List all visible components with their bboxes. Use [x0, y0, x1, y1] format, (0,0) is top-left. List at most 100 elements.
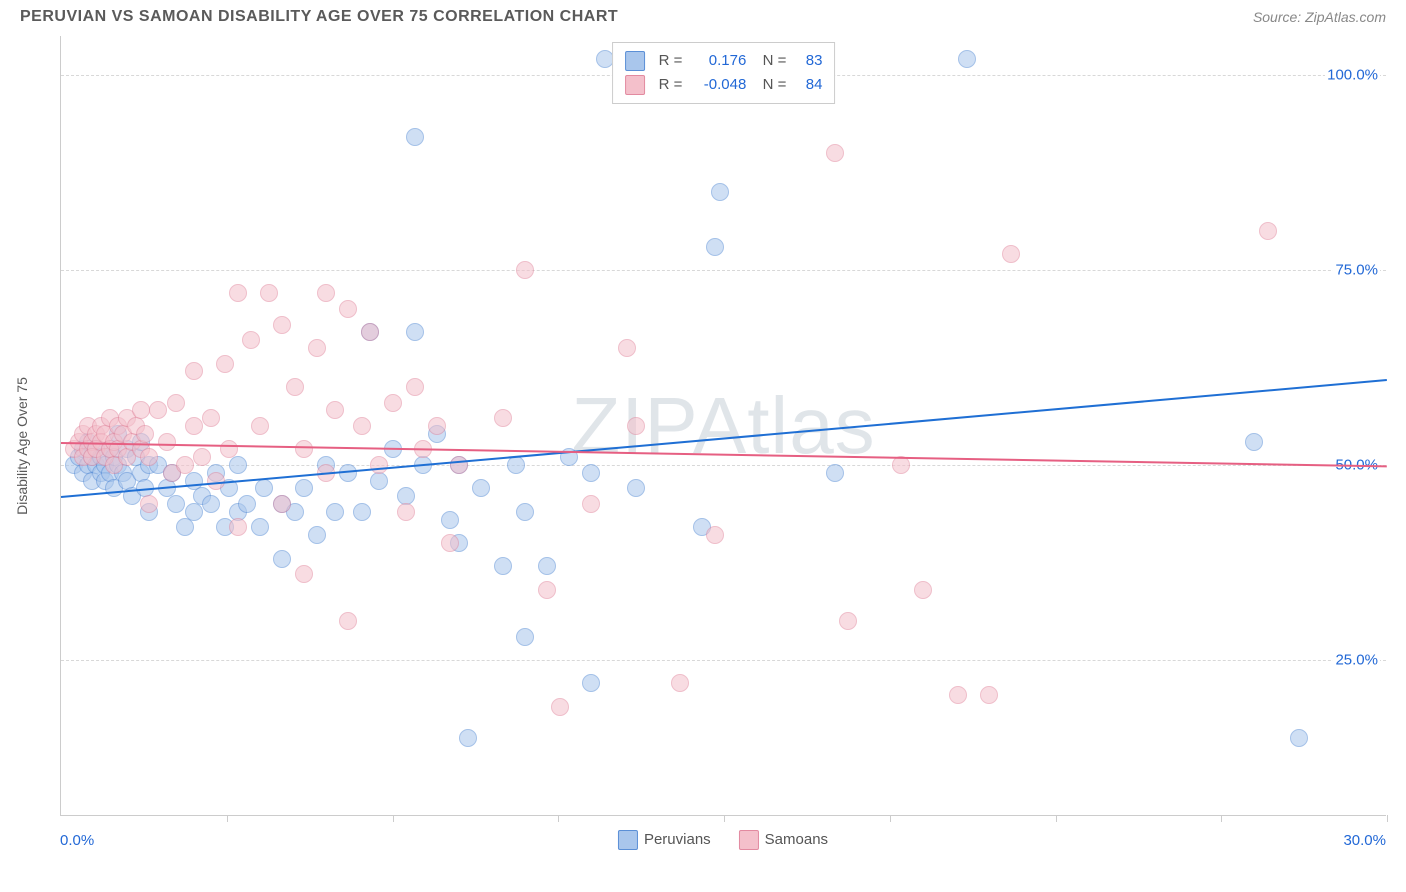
scatter-point [273, 495, 291, 513]
x-tick [1387, 815, 1388, 822]
scatter-point [1259, 222, 1277, 240]
scatter-point [286, 378, 304, 396]
x-axis-max-label: 30.0% [1343, 832, 1386, 849]
scatter-point [339, 300, 357, 318]
source-credit: Source: ZipAtlas.com [1253, 9, 1386, 25]
scatter-point [441, 534, 459, 552]
scatter-point [185, 362, 203, 380]
stats-row: R = -0.048 N = 84 [625, 73, 823, 97]
scatter-point [202, 409, 220, 427]
scatter-point [273, 316, 291, 334]
scatter-point [507, 456, 525, 474]
scatter-point [1290, 729, 1308, 747]
scatter-point [220, 440, 238, 458]
scatter-point [826, 144, 844, 162]
scatter-point [251, 518, 269, 536]
scatter-point [251, 417, 269, 435]
scatter-point [627, 479, 645, 497]
scatter-point [706, 238, 724, 256]
scatter-point [472, 479, 490, 497]
series-swatch [625, 51, 645, 71]
y-tick-label: 75.0% [1333, 262, 1380, 279]
scatter-point [353, 503, 371, 521]
chart-title: PERUVIAN VS SAMOAN DISABILITY AGE OVER 7… [20, 8, 618, 26]
scatter-point [706, 526, 724, 544]
trend-line [61, 442, 1387, 467]
scatter-point [494, 409, 512, 427]
scatter-point [538, 557, 556, 575]
series-swatch [739, 830, 759, 850]
trend-line [61, 379, 1387, 498]
scatter-point [441, 511, 459, 529]
series-swatch [625, 75, 645, 95]
gridline [61, 270, 1386, 271]
n-value: 83 [794, 49, 822, 73]
scatter-point [229, 518, 247, 536]
scatter-point [406, 323, 424, 341]
scatter-point [494, 557, 512, 575]
scatter-point [176, 518, 194, 536]
scatter-point [308, 526, 326, 544]
scatter-point [158, 433, 176, 451]
scatter-point [149, 401, 167, 419]
scatter-point [450, 456, 468, 474]
correlation-stats-box: R = 0.176 N = 83R = -0.048 N = 84 [612, 42, 836, 104]
y-tick-label: 100.0% [1325, 67, 1380, 84]
scatter-point [136, 425, 154, 443]
scatter-point [459, 729, 477, 747]
y-axis-label: Disability Age Over 75 [14, 377, 30, 515]
scatter-point [238, 495, 256, 513]
n-label: N = [754, 49, 786, 73]
scatter-point [980, 686, 998, 704]
scatter-point [140, 495, 158, 513]
x-tick [227, 815, 228, 822]
scatter-point [384, 394, 402, 412]
scatter-point [202, 495, 220, 513]
scatter-point [207, 472, 225, 490]
scatter-point [242, 331, 260, 349]
x-tick [558, 815, 559, 822]
scatter-point [406, 378, 424, 396]
scatter-point [839, 612, 857, 630]
stats-row: R =0.176 N =83 [625, 49, 823, 73]
scatter-point [255, 479, 273, 497]
scatter-point [826, 464, 844, 482]
r-label: R = [659, 73, 683, 97]
scatter-point [516, 261, 534, 279]
scatter-point [582, 674, 600, 692]
scatter-point [370, 472, 388, 490]
y-tick-label: 25.0% [1333, 652, 1380, 669]
r-value: -0.048 [690, 73, 746, 97]
legend-item: Samoans [739, 830, 828, 850]
scatter-point [326, 503, 344, 521]
scatter-point [516, 503, 534, 521]
scatter-point [140, 448, 158, 466]
scatter-point [428, 417, 446, 435]
scatter-point [1002, 245, 1020, 263]
scatter-point [216, 355, 234, 373]
n-value: 84 [794, 73, 822, 97]
scatter-point [193, 448, 211, 466]
scatter-point [958, 50, 976, 68]
n-label: N = [754, 73, 786, 97]
scatter-point [295, 565, 313, 583]
scatter-point [317, 284, 335, 302]
r-value: 0.176 [690, 49, 746, 73]
series-swatch [618, 830, 638, 850]
x-axis-min-label: 0.0% [60, 832, 94, 849]
scatter-point [326, 401, 344, 419]
x-tick [1221, 815, 1222, 822]
scatter-point [516, 628, 534, 646]
scatter-point [167, 495, 185, 513]
scatter-point [949, 686, 967, 704]
scatter-point [229, 456, 247, 474]
scatter-point [538, 581, 556, 599]
scatter-point [551, 698, 569, 716]
scatter-point [260, 284, 278, 302]
gridline [61, 465, 1386, 466]
scatter-point [582, 464, 600, 482]
scatter-point [132, 401, 150, 419]
scatter-point [229, 284, 247, 302]
scatter-point [914, 581, 932, 599]
scatter-point [370, 456, 388, 474]
